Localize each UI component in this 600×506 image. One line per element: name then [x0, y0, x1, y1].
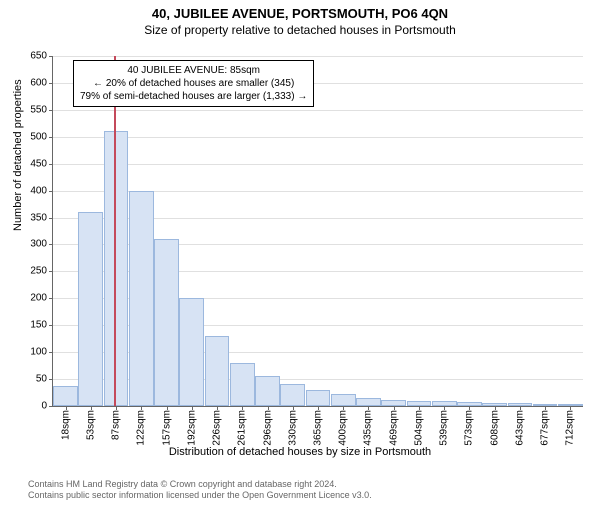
xtick-label: 712sqm	[565, 410, 576, 446]
xtick-label: 400sqm	[338, 410, 349, 446]
ytick-label: 350	[30, 212, 47, 223]
histogram-bar	[331, 394, 356, 406]
ytick-label: 100	[30, 347, 47, 358]
ytick-label: 0	[41, 401, 47, 412]
plot-area: 050100150200250300350400450500550600650 …	[52, 56, 583, 407]
ytick-label: 300	[30, 239, 47, 250]
ytick-label: 250	[30, 266, 47, 277]
chart-title: 40, JUBILEE AVENUE, PORTSMOUTH, PO6 4QN	[0, 6, 600, 21]
ytick-label: 550	[30, 104, 47, 115]
footer-line-2: Contains public sector information licen…	[28, 490, 372, 502]
xtick-label: 504sqm	[413, 410, 424, 446]
chart-container: 40, JUBILEE AVENUE, PORTSMOUTH, PO6 4QN …	[0, 6, 600, 506]
xtick-label: 157sqm	[161, 410, 172, 446]
ytick-label: 400	[30, 185, 47, 196]
ytick-label: 650	[30, 51, 47, 62]
ytick-mark	[49, 406, 53, 407]
xtick-label: 539sqm	[439, 410, 450, 446]
histogram-bar	[255, 376, 280, 406]
bars-group	[53, 56, 583, 406]
xtick-label: 87sqm	[111, 410, 122, 440]
xtick-label: 608sqm	[489, 410, 500, 446]
y-axis-label: Number of detached properties	[12, 79, 24, 231]
xtick-label: 53sqm	[85, 410, 96, 440]
histogram-bar	[53, 386, 78, 406]
xtick-label: 365sqm	[313, 410, 324, 446]
xtick-label: 330sqm	[287, 410, 298, 446]
histogram-bar	[78, 212, 103, 406]
annotation-line-3: 79% of semi-detached houses are larger (…	[80, 90, 307, 103]
histogram-bar	[280, 384, 305, 406]
xtick-label: 677sqm	[540, 410, 551, 446]
xtick-label: 192sqm	[186, 410, 197, 446]
xtick-label: 573sqm	[464, 410, 475, 446]
footer-line-1: Contains HM Land Registry data © Crown c…	[28, 479, 372, 491]
ytick-label: 150	[30, 320, 47, 331]
annotation-line-2: ← 20% of detached houses are smaller (34…	[80, 77, 307, 90]
chart-subtitle: Size of property relative to detached ho…	[0, 23, 600, 37]
x-axis-label: Distribution of detached houses by size …	[0, 446, 600, 458]
property-marker-line	[114, 56, 116, 406]
xtick-label: 261sqm	[237, 410, 248, 446]
histogram-bar	[230, 363, 255, 406]
ytick-label: 50	[36, 374, 47, 385]
xtick-label: 435sqm	[363, 410, 374, 446]
ytick-label: 200	[30, 293, 47, 304]
ytick-label: 450	[30, 158, 47, 169]
annotation-line-1: 40 JUBILEE AVENUE: 85sqm	[80, 64, 307, 77]
histogram-bar	[205, 336, 230, 406]
histogram-bar	[154, 239, 179, 406]
histogram-bar	[356, 398, 381, 406]
xtick-label: 469sqm	[388, 410, 399, 446]
xtick-label: 296sqm	[262, 410, 273, 446]
xtick-label: 643sqm	[514, 410, 525, 446]
histogram-bar	[179, 298, 204, 406]
histogram-bar	[129, 191, 154, 406]
xtick-label: 122sqm	[136, 410, 147, 446]
histogram-bar	[306, 390, 331, 406]
ytick-label: 500	[30, 131, 47, 142]
ytick-label: 600	[30, 77, 47, 88]
footer-attribution: Contains HM Land Registry data © Crown c…	[28, 479, 372, 502]
xtick-label: 18sqm	[60, 410, 71, 440]
annotation-box: 40 JUBILEE AVENUE: 85sqm ← 20% of detach…	[73, 60, 314, 107]
xtick-label: 226sqm	[212, 410, 223, 446]
